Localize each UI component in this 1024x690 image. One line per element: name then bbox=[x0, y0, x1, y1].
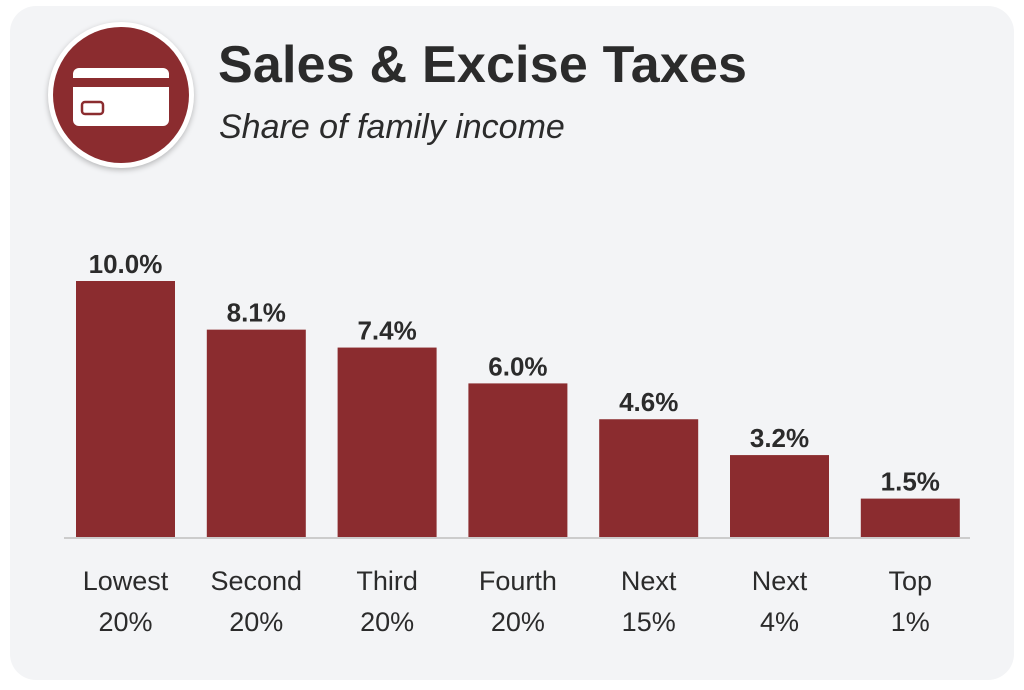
data-label: 4.6% bbox=[619, 387, 678, 417]
chart-subtitle: Share of family income bbox=[219, 108, 565, 146]
data-label: 1.5% bbox=[881, 467, 940, 497]
bar bbox=[76, 281, 175, 537]
category-label: 20% bbox=[360, 607, 414, 637]
category-label: Fourth bbox=[479, 566, 557, 596]
category-label: 4% bbox=[760, 607, 799, 637]
category-label: 20% bbox=[229, 607, 283, 637]
bar bbox=[468, 383, 568, 537]
credit-card-icon bbox=[53, 27, 189, 163]
bar bbox=[730, 455, 829, 537]
data-label: 3.2% bbox=[750, 423, 809, 453]
category-label: Next bbox=[621, 566, 677, 596]
category-label: Second bbox=[211, 566, 303, 596]
category-label: Lowest bbox=[83, 566, 169, 596]
bar bbox=[337, 347, 437, 537]
data-label: 8.1% bbox=[227, 298, 286, 328]
bar bbox=[860, 498, 960, 537]
category-label: 15% bbox=[622, 607, 676, 637]
bar bbox=[206, 329, 306, 537]
chart-title: Sales & Excise Taxes bbox=[218, 36, 748, 94]
category-label: Top bbox=[889, 566, 933, 596]
bar bbox=[599, 419, 699, 537]
icon-badge bbox=[48, 22, 194, 168]
category-label: Third bbox=[356, 566, 418, 596]
category-label: 1% bbox=[891, 607, 930, 637]
data-label: 10.0% bbox=[89, 249, 163, 279]
category-label: Next bbox=[752, 566, 808, 596]
category-label: 20% bbox=[98, 607, 152, 637]
data-label: 6.0% bbox=[488, 351, 547, 381]
data-label: 7.4% bbox=[357, 316, 416, 346]
category-label: 20% bbox=[491, 607, 545, 637]
